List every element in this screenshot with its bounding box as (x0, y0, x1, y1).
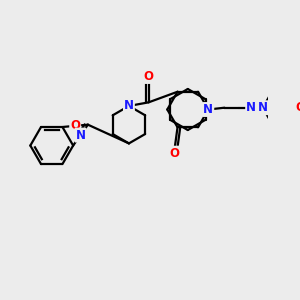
Text: N: N (76, 129, 85, 142)
Text: N: N (203, 103, 213, 116)
Text: N: N (124, 99, 134, 112)
Text: O: O (144, 70, 154, 83)
Text: O: O (295, 101, 300, 114)
Text: O: O (170, 147, 180, 160)
Text: N: N (258, 101, 268, 114)
Text: O: O (70, 119, 80, 132)
Text: N: N (246, 101, 256, 114)
